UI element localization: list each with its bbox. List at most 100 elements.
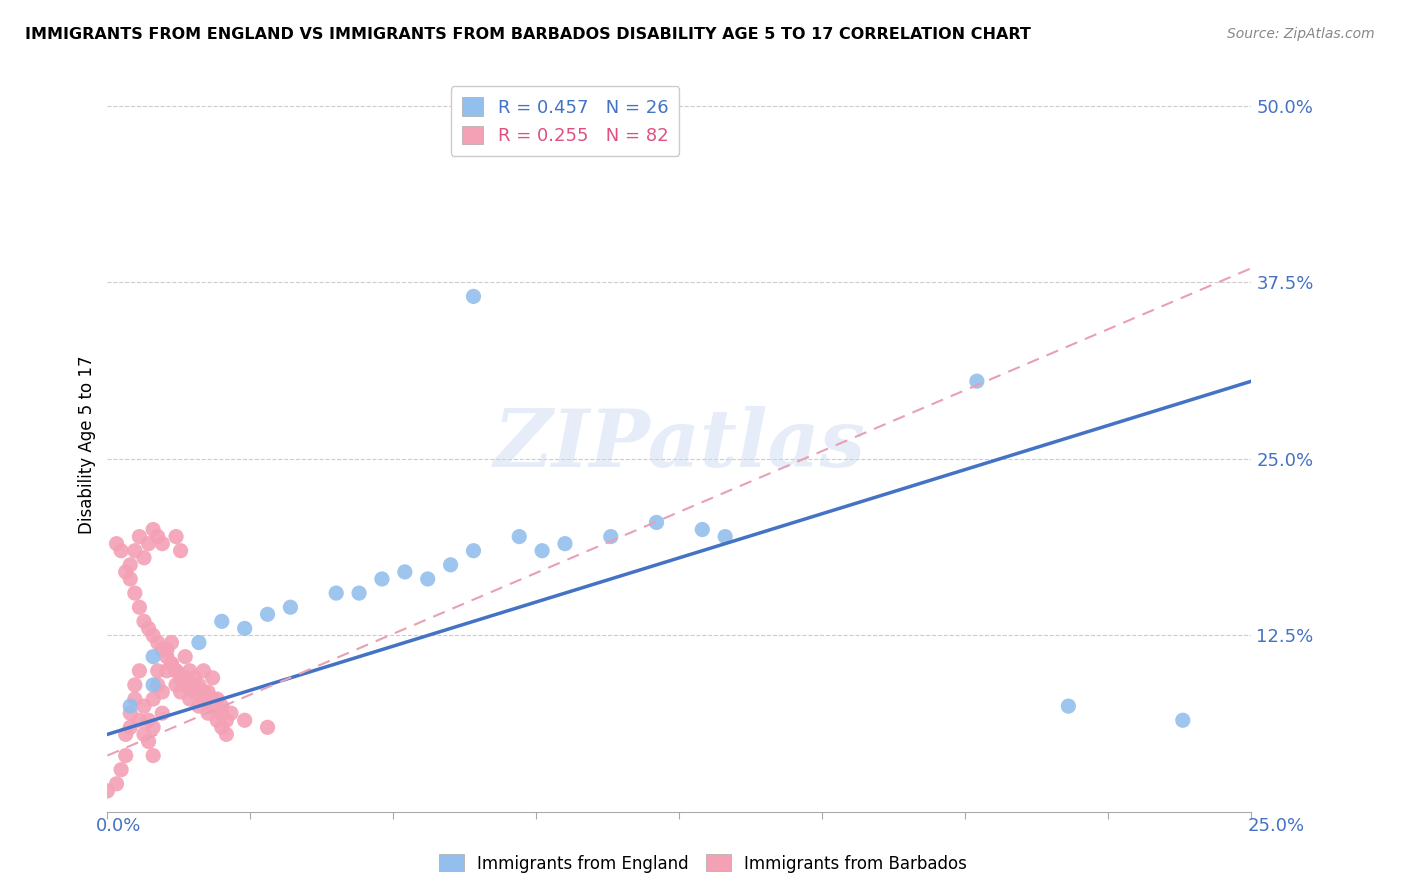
Point [150,706,173,721]
Point [187,699,209,714]
Point [124,678,146,692]
Point [215,713,238,727]
Text: 25.0%: 25.0% [1247,817,1305,835]
Point [114,565,136,579]
Point [211,720,233,734]
Point [205,692,228,706]
Point [114,748,136,763]
Point [146,635,169,649]
Point [179,664,201,678]
Point [110,763,132,777]
Point [142,523,165,537]
Point [128,664,150,678]
Point [966,374,988,388]
Point [150,536,173,550]
Point [138,734,160,748]
Point [201,692,224,706]
Point [197,706,219,721]
Point [531,543,554,558]
Legend: Immigrants from England, Immigrants from Barbados: Immigrants from England, Immigrants from… [433,847,973,880]
Point [201,699,224,714]
Point [215,727,238,741]
Point [156,649,179,664]
Point [142,649,165,664]
Point [132,615,155,629]
Text: 0.0%: 0.0% [96,817,141,835]
Point [416,572,439,586]
Point [690,523,713,537]
Point [124,586,146,600]
Point [174,671,197,685]
Point [1171,713,1194,727]
Legend: R = 0.457   N = 26, R = 0.255   N = 82: R = 0.457 N = 26, R = 0.255 N = 82 [451,87,679,156]
Point [211,615,233,629]
Point [156,642,179,657]
Point [211,699,233,714]
Point [146,678,169,692]
Point [187,635,209,649]
Point [110,543,132,558]
Point [165,678,187,692]
Point [508,530,530,544]
Point [138,713,160,727]
Point [714,530,737,544]
Point [105,536,128,550]
Point [439,558,461,572]
Point [160,635,183,649]
Point [193,664,215,678]
Point [325,586,347,600]
Text: ZIPatlas: ZIPatlas [494,406,866,483]
Point [146,664,169,678]
Point [142,720,165,734]
Point [1057,699,1080,714]
Point [120,706,142,721]
Point [165,664,187,678]
Point [183,678,205,692]
Point [105,777,128,791]
Text: IMMIGRANTS FROM ENGLAND VS IMMIGRANTS FROM BARBADOS DISABILITY AGE 5 TO 17 CORRE: IMMIGRANTS FROM ENGLAND VS IMMIGRANTS FR… [25,27,1031,42]
Point [193,692,215,706]
Point [120,558,142,572]
Point [150,685,173,699]
Point [132,699,155,714]
Point [160,657,183,671]
Point [146,530,169,544]
Point [132,727,155,741]
Point [174,678,197,692]
Point [120,720,142,734]
Point [169,671,191,685]
Point [211,706,233,721]
Point [165,530,187,544]
Point [174,649,197,664]
Point [114,727,136,741]
Point [142,678,165,692]
Point [128,713,150,727]
Point [645,516,668,530]
Point [197,685,219,699]
Point [463,289,485,303]
Point [156,664,179,678]
Point [138,536,160,550]
Point [599,530,621,544]
Point [183,685,205,699]
Point [233,622,256,636]
Point [219,706,242,721]
Point [128,600,150,615]
Text: Source: ZipAtlas.com: Source: ZipAtlas.com [1227,27,1375,41]
Point [347,586,370,600]
Point [463,543,485,558]
Point [205,713,228,727]
Point [165,664,187,678]
Point [120,572,142,586]
Point [128,530,150,544]
Point [256,720,278,734]
Point [124,692,146,706]
Point [256,607,278,622]
Point [394,565,416,579]
Point [150,642,173,657]
Point [96,784,118,798]
Point [124,543,146,558]
Point [169,543,191,558]
Point [187,678,209,692]
Point [183,671,205,685]
